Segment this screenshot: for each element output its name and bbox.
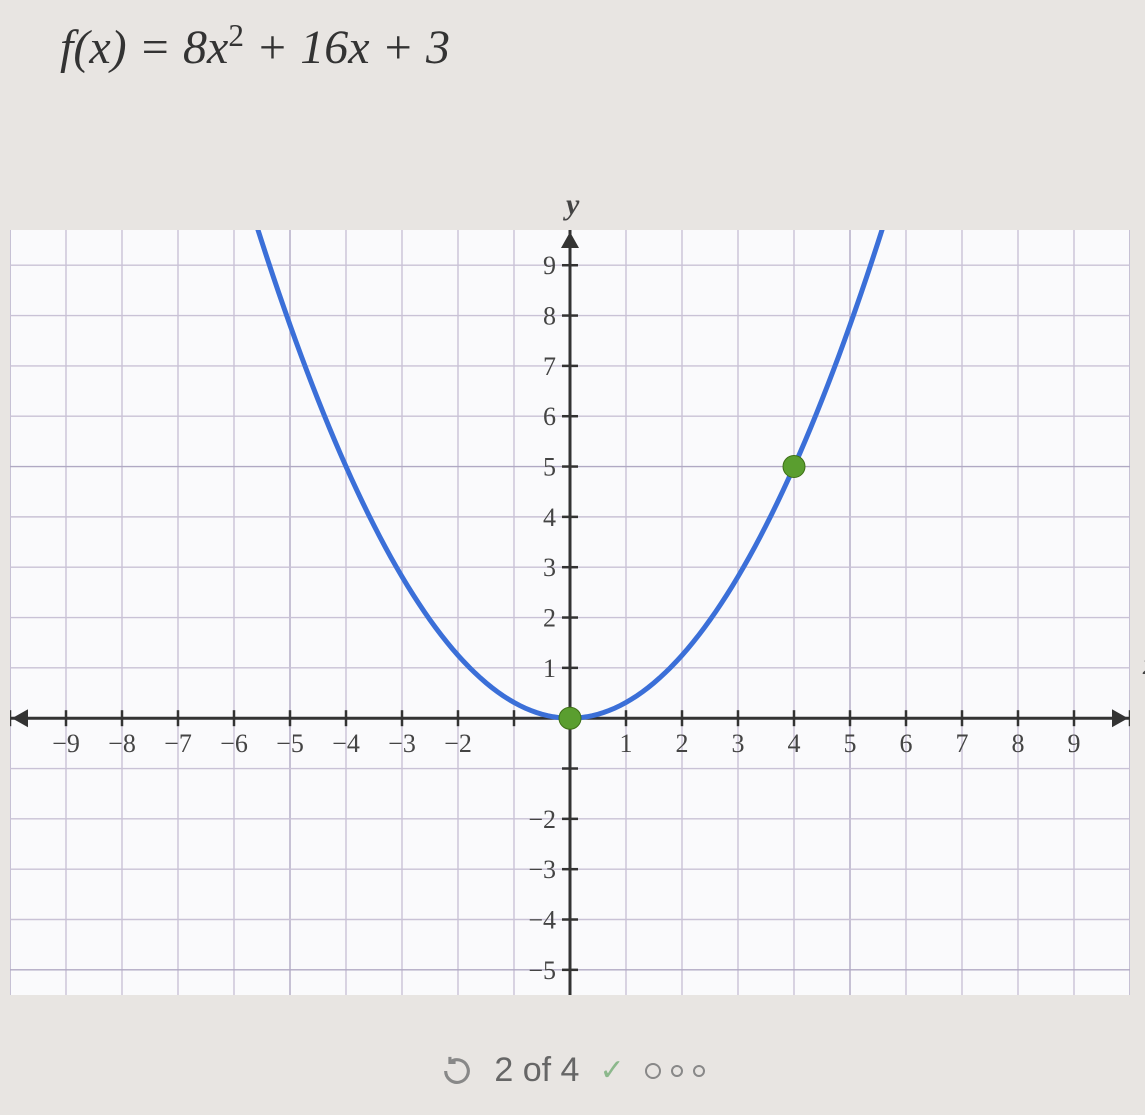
svg-text:2: 2	[543, 604, 556, 633]
progress-text: 2 of 4	[494, 1051, 579, 1090]
svg-text:8: 8	[1012, 729, 1025, 758]
equation-rhs-coef: 8x	[183, 21, 228, 74]
svg-text:4: 4	[543, 503, 556, 532]
plot-area[interactable]: −9 −8 −7 −6 −5 −4 −3 −2 1 2 3 4 5 6 7 8 9 1 2 3 4 5 6 7 8 9 −2 −3 −4…	[10, 230, 1130, 995]
svg-text:3: 3	[543, 553, 556, 582]
progress-footer: 2 of 4 ✓	[0, 1051, 1145, 1090]
svg-text:8: 8	[543, 302, 556, 331]
svg-text:7: 7	[956, 729, 969, 758]
svg-text:2: 2	[676, 729, 689, 758]
svg-text:−5: −5	[276, 729, 304, 758]
svg-text:7: 7	[543, 352, 556, 381]
progress-dot[interactable]	[645, 1063, 661, 1079]
svg-text:−5: −5	[528, 956, 556, 985]
progress-dot[interactable]	[693, 1065, 705, 1077]
equation-lhs: f(x)	[60, 21, 127, 74]
svg-text:4: 4	[788, 729, 801, 758]
equation-text: f(x) = 8x2 + 16x + 3	[60, 18, 450, 75]
svg-text:−8: −8	[108, 729, 136, 758]
svg-text:−4: −4	[528, 906, 556, 935]
svg-text:5: 5	[543, 453, 556, 482]
svg-text:−9: −9	[52, 729, 80, 758]
svg-text:−2: −2	[528, 805, 556, 834]
progress-dots	[645, 1063, 705, 1079]
chart-container: y x −9−8−7−6−5−4−3−2123456789123456789−2…	[10, 200, 1130, 995]
svg-text:3: 3	[732, 729, 745, 758]
svg-text:6: 6	[543, 402, 556, 431]
check-icon: ✓	[599, 1053, 624, 1088]
progress-dot[interactable]	[671, 1065, 683, 1077]
svg-text:1: 1	[543, 654, 556, 683]
svg-text:9: 9	[1068, 729, 1081, 758]
svg-text:−4: −4	[332, 729, 360, 758]
svg-text:5: 5	[844, 729, 857, 758]
chart-svg: −9 −8 −7 −6 −5 −4 −3 −2 1 2 3 4 5 6 7 8 9 1 2 3 4 5 6 7 8 9 −2 −3 −4…	[10, 230, 1130, 995]
y-axis-label: y	[566, 188, 579, 222]
svg-text:−3: −3	[528, 855, 556, 884]
svg-text:1: 1	[620, 729, 633, 758]
redo-icon[interactable]	[440, 1054, 474, 1088]
svg-text:−6: −6	[220, 729, 248, 758]
svg-text:−2: −2	[444, 729, 472, 758]
svg-text:−3: −3	[388, 729, 416, 758]
svg-text:−7: −7	[164, 729, 192, 758]
svg-text:6: 6	[900, 729, 913, 758]
svg-text:9: 9	[543, 251, 556, 280]
